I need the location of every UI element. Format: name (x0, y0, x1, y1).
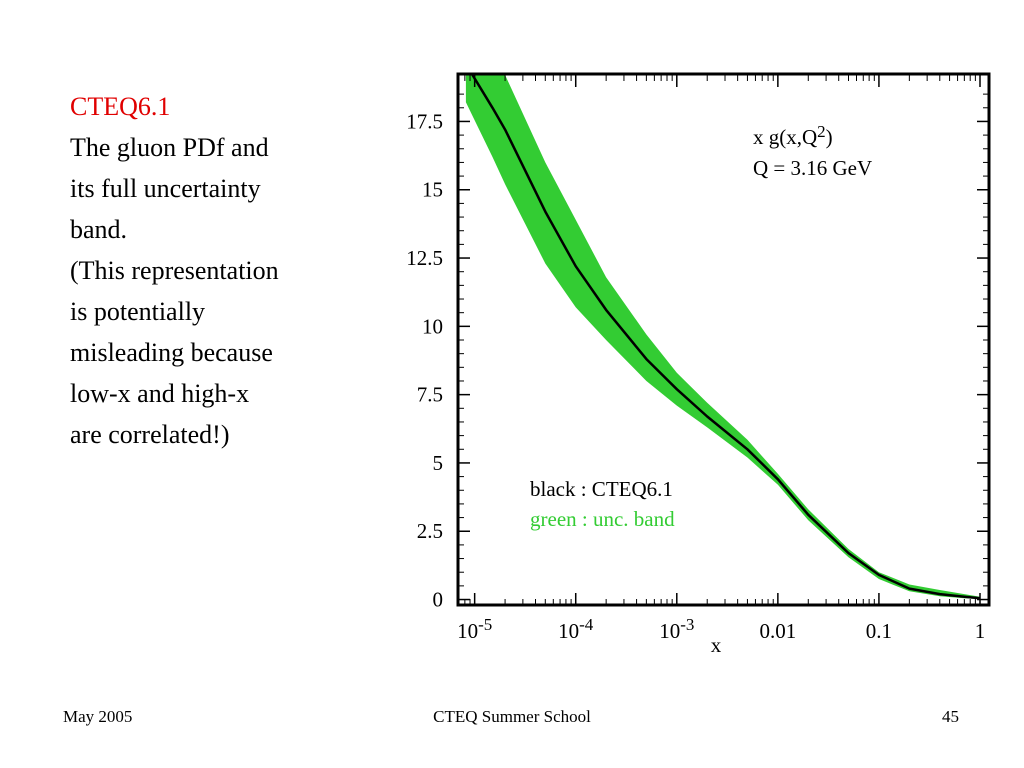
y-tick-label: 0 (433, 588, 444, 612)
x-tick-label: 10-5 (457, 615, 492, 643)
footer-title: CTEQ Summer School (433, 707, 591, 726)
slide-heading: CTEQ6.1 (70, 92, 171, 121)
y-tick-label: 7.5 (417, 383, 443, 407)
annotation-line-1: x g(x,Q2) (753, 122, 833, 149)
footer-date: May 2005 (63, 707, 133, 726)
x-tick-label: 1 (975, 619, 986, 643)
slide-line-6: misleading because (70, 338, 273, 367)
slide-line-4: (This representation (70, 256, 279, 285)
x-tick-label: 10-4 (558, 615, 594, 643)
x-tick-label: 0.01 (759, 619, 796, 643)
slide-line-5: is potentially (70, 297, 206, 326)
x-tick-label: 0.1 (866, 619, 892, 643)
slide-line-1: The gluon PDf and (70, 133, 269, 162)
y-tick-label: 12.5 (406, 246, 443, 270)
legend-entry-black: black : CTEQ6.1 (530, 477, 673, 501)
slide-line-2: its full uncertainty (70, 174, 261, 203)
plot-frame (456, 72, 991, 607)
gluon-pdf-chart: 0 2.5 5 7.5 10 12.5 15 17.5 10-5 10-4 10-3 0.01 0.1… (406, 72, 991, 657)
slide-line-3: band. (70, 215, 128, 244)
y-tick-label: 2.5 (417, 519, 443, 543)
y-tick-label: 5 (433, 451, 444, 475)
legend-entry-green: green : unc. band (530, 507, 675, 531)
central-curve (471, 75, 981, 600)
y-tick-label: 17.5 (406, 109, 443, 133)
x-axis-label: x (711, 633, 722, 657)
y-tick-label: 15 (422, 178, 443, 202)
slide-line-8: are correlated!) (70, 420, 230, 449)
slide-text: CTEQ6.1 The gluon PDf and its full uncer… (70, 86, 360, 455)
x-tick-label: 10-3 (659, 615, 694, 643)
footer-page-number: 45 (942, 707, 959, 726)
annotation-line-2: Q = 3.16 GeV (753, 156, 872, 180)
y-tick-label: 10 (422, 314, 443, 338)
slide-line-7: low-x and high-x (70, 379, 250, 408)
uncertainty-band (465, 75, 980, 599)
